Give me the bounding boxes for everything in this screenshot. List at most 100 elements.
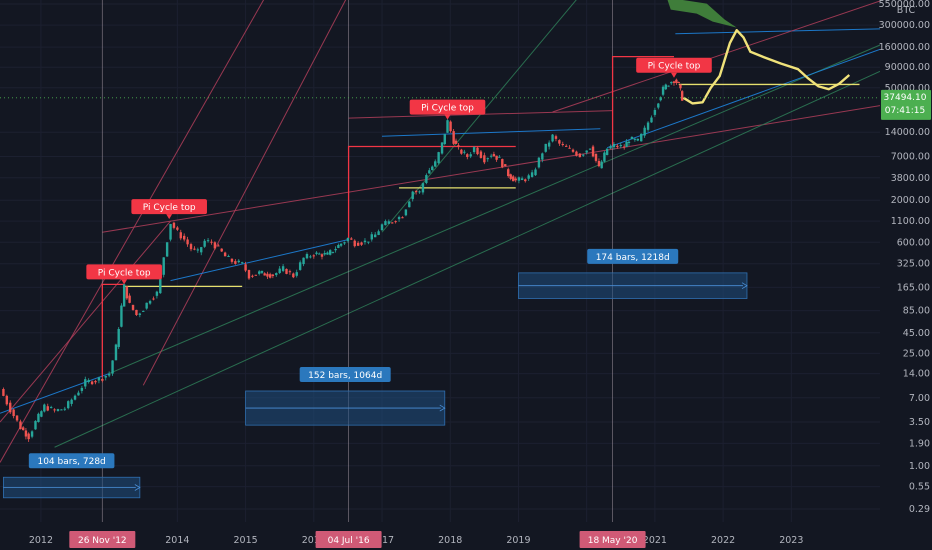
price-tick-label: 45.00 <box>903 328 930 339</box>
candle-body <box>440 142 444 154</box>
trend-line <box>0 220 171 423</box>
annotations[interactable]: Pi Cycle top Pi Cycle top Pi Cycle top Pi C… <box>86 57 712 285</box>
price-tick-label: 165.00 <box>897 282 930 293</box>
halving-date-label: 26 Nov '12 <box>78 536 127 546</box>
candle-body <box>97 377 101 381</box>
candle-body <box>67 401 70 409</box>
range-measure-arrowhead <box>134 484 141 491</box>
pi-cycle-label-bg[interactable] <box>636 57 712 73</box>
price-tick-label: 90000.00 <box>885 62 930 73</box>
candle-body <box>605 148 609 156</box>
candle-body <box>210 241 213 243</box>
price-tick-label: 14.00 <box>903 369 930 380</box>
price-tick-label: 7000.00 <box>891 151 930 162</box>
candle-body <box>343 242 346 244</box>
candle-body <box>636 138 640 141</box>
candle-body <box>594 153 598 161</box>
candle-body <box>578 153 582 158</box>
candle-body <box>547 142 551 147</box>
range-measure-arrowhead <box>439 404 446 412</box>
halving-date-badge[interactable] <box>579 531 646 548</box>
trend-line <box>102 105 880 233</box>
candle-body <box>360 242 363 245</box>
candle-body <box>367 241 370 243</box>
candle-body <box>411 191 414 200</box>
candle-body <box>145 302 148 309</box>
candle-body <box>425 175 428 183</box>
pi-cycle-label-bg[interactable] <box>86 264 162 280</box>
candle-body <box>237 260 240 263</box>
candle-body <box>193 248 196 250</box>
range-measures[interactable]: 104 bars, 728d 152 bars, 1064d 174 bars, 1… <box>3 248 748 499</box>
candle-body <box>326 252 329 255</box>
time-tick-label: 2014 <box>165 535 189 546</box>
candle-body <box>292 273 295 278</box>
candle-body <box>2 389 5 396</box>
candle-body <box>80 387 84 391</box>
pi-cycle-label: Pi Cycle top <box>143 203 196 213</box>
pi-cycle-label: Pi Cycle top <box>98 268 151 278</box>
candle-body <box>619 144 622 147</box>
candle-body <box>152 298 155 300</box>
candle-body <box>309 256 312 258</box>
candle-body <box>612 144 616 148</box>
candle-body <box>659 97 662 101</box>
trend-line <box>54 70 880 448</box>
candle-body <box>186 239 189 245</box>
candle-body <box>312 255 315 257</box>
candle-body <box>220 248 223 252</box>
candle-body <box>275 273 278 276</box>
pi-cycle-label-bg[interactable] <box>131 199 207 215</box>
candle-body <box>217 245 220 247</box>
pi-cycle-label-bg[interactable] <box>409 99 486 115</box>
candle-body <box>565 145 568 147</box>
candle-body <box>428 170 431 174</box>
candle-body <box>454 140 458 144</box>
candle-body <box>53 409 56 411</box>
candle-body <box>479 151 483 158</box>
candle-body <box>30 431 34 437</box>
candle-body <box>176 227 179 230</box>
candle-body <box>60 409 63 411</box>
price-tick-label: 1100.00 <box>891 216 930 227</box>
candle-body <box>27 433 30 440</box>
peak-zone-arrow <box>667 0 737 28</box>
range-measure-label: 104 bars, 728d <box>37 457 105 467</box>
price-tick-label: 0.29 <box>909 504 930 515</box>
candle-body <box>616 145 619 148</box>
halving-step <box>611 55 674 146</box>
candle-body <box>43 404 46 412</box>
candle-body <box>196 249 200 251</box>
current-price-badge[interactable] <box>881 89 931 120</box>
candle-body <box>285 268 288 274</box>
candle-body <box>63 408 67 410</box>
candle-body <box>667 85 670 87</box>
price-tick-label: 325.00 <box>897 259 930 270</box>
candle-body <box>281 266 285 271</box>
candle-body <box>5 395 9 405</box>
halving-date-badge[interactable] <box>315 531 382 548</box>
halving-date-badge[interactable] <box>69 531 136 548</box>
halving-date-label: 04 Jul '16 <box>328 536 370 546</box>
candle-body <box>302 257 305 265</box>
candle-body <box>650 117 653 123</box>
candle-body <box>401 217 404 219</box>
price-tick-label: 600.00 <box>897 237 930 248</box>
candle-body <box>675 79 678 83</box>
candle-body <box>165 242 169 257</box>
candle-body <box>568 147 571 149</box>
trend-line <box>552 0 880 113</box>
candle-body <box>677 82 680 84</box>
candle-body <box>315 252 318 254</box>
candle-body <box>443 134 446 145</box>
candle-body <box>84 379 87 387</box>
candle-body <box>114 344 118 361</box>
candle-body <box>472 147 476 153</box>
time-axis[interactable]: 2012201420152016201720182019202021202220… <box>0 528 880 550</box>
candle-body <box>643 127 646 136</box>
candle-body <box>657 103 660 108</box>
candle-body <box>640 133 643 142</box>
